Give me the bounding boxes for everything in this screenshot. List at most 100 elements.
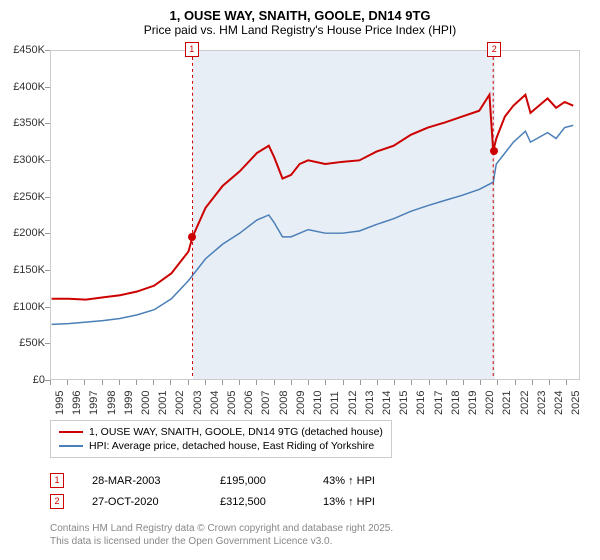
sale-diff: 13% ↑ HPI bbox=[323, 496, 413, 508]
legend-row-property: 1, OUSE WAY, SNAITH, GOOLE, DN14 9TG (de… bbox=[59, 425, 383, 439]
x-axis-label: 2005 bbox=[226, 391, 238, 415]
x-axis-label: 2024 bbox=[553, 391, 565, 415]
legend-label-hpi: HPI: Average price, detached house, East… bbox=[89, 440, 374, 452]
x-tick bbox=[291, 380, 292, 385]
x-tick bbox=[343, 380, 344, 385]
y-axis-label: £400K bbox=[0, 81, 45, 93]
x-tick bbox=[532, 380, 533, 385]
legend-swatch-property bbox=[59, 431, 83, 433]
y-axis-label: £250K bbox=[0, 191, 45, 203]
y-tick bbox=[45, 197, 50, 198]
x-axis-label: 2002 bbox=[174, 391, 186, 415]
y-axis-label: £200K bbox=[0, 227, 45, 239]
sale-diff: 43% ↑ HPI bbox=[323, 475, 413, 487]
legend-row-hpi: HPI: Average price, detached house, East… bbox=[59, 439, 383, 453]
x-tick bbox=[50, 380, 51, 385]
x-tick bbox=[463, 380, 464, 385]
sale-marker-ref: 2 bbox=[50, 494, 64, 509]
x-tick bbox=[102, 380, 103, 385]
x-tick bbox=[67, 380, 68, 385]
y-tick bbox=[45, 50, 50, 51]
y-tick bbox=[45, 270, 50, 271]
y-tick bbox=[45, 160, 50, 161]
x-tick bbox=[325, 380, 326, 385]
x-axis-label: 2000 bbox=[140, 391, 152, 415]
y-axis-label: £350K bbox=[0, 117, 45, 129]
y-axis-label: £450K bbox=[0, 44, 45, 56]
x-tick bbox=[515, 380, 516, 385]
sale-price: £195,000 bbox=[220, 475, 295, 487]
x-axis-label: 1997 bbox=[88, 391, 100, 415]
x-axis-label: 1995 bbox=[54, 391, 66, 415]
x-axis-label: 2023 bbox=[536, 391, 548, 415]
x-tick bbox=[205, 380, 206, 385]
x-tick bbox=[377, 380, 378, 385]
sale-marker: 2 bbox=[487, 42, 501, 57]
x-tick bbox=[136, 380, 137, 385]
sales-table: 1 28-MAR-2003 £195,000 43% ↑ HPI 2 27-OCT-202… bbox=[50, 470, 413, 512]
x-axis-label: 1996 bbox=[71, 391, 83, 415]
x-axis-label: 2016 bbox=[415, 391, 427, 415]
y-axis-label: £50K bbox=[0, 337, 45, 349]
title-subtitle: Price paid vs. HM Land Registry's House … bbox=[0, 23, 600, 37]
y-tick bbox=[45, 233, 50, 234]
x-tick bbox=[497, 380, 498, 385]
x-axis-label: 2018 bbox=[450, 391, 462, 415]
sale-marker: 1 bbox=[185, 42, 199, 57]
x-axis-label: 2019 bbox=[467, 391, 479, 415]
x-axis-label: 2004 bbox=[209, 391, 221, 415]
x-tick bbox=[119, 380, 120, 385]
x-tick bbox=[394, 380, 395, 385]
x-tick bbox=[239, 380, 240, 385]
x-tick bbox=[549, 380, 550, 385]
chart-lines bbox=[51, 51, 579, 379]
sale-point bbox=[490, 147, 498, 155]
y-tick bbox=[45, 307, 50, 308]
x-tick bbox=[170, 380, 171, 385]
y-axis-label: £100K bbox=[0, 301, 45, 313]
x-axis-label: 2012 bbox=[347, 391, 359, 415]
sale-date: 27-OCT-2020 bbox=[92, 496, 192, 508]
x-axis-label: 2006 bbox=[243, 391, 255, 415]
x-tick bbox=[188, 380, 189, 385]
y-tick bbox=[45, 343, 50, 344]
series-line-hpi bbox=[52, 125, 574, 324]
title-address: 1, OUSE WAY, SNAITH, GOOLE, DN14 9TG bbox=[0, 8, 600, 23]
y-axis-label: £300K bbox=[0, 154, 45, 166]
x-axis-label: 2025 bbox=[570, 391, 582, 415]
y-tick bbox=[45, 123, 50, 124]
x-tick bbox=[84, 380, 85, 385]
x-tick bbox=[446, 380, 447, 385]
x-axis-label: 2008 bbox=[278, 391, 290, 415]
x-axis-label: 2011 bbox=[329, 391, 341, 415]
sales-row: 1 28-MAR-2003 £195,000 43% ↑ HPI bbox=[50, 470, 413, 491]
sale-point bbox=[188, 233, 196, 241]
x-axis-label: 2020 bbox=[484, 391, 496, 415]
x-tick bbox=[480, 380, 481, 385]
series-line-property bbox=[52, 95, 574, 300]
x-axis-label: 2014 bbox=[381, 391, 393, 415]
x-tick bbox=[566, 380, 567, 385]
sale-price: £312,500 bbox=[220, 496, 295, 508]
plot-area bbox=[50, 50, 580, 380]
legend-swatch-hpi bbox=[59, 445, 83, 447]
x-tick bbox=[411, 380, 412, 385]
x-tick bbox=[222, 380, 223, 385]
y-axis-label: £150K bbox=[0, 264, 45, 276]
x-tick bbox=[153, 380, 154, 385]
x-axis-label: 2015 bbox=[398, 391, 410, 415]
x-axis-label: 2021 bbox=[501, 391, 513, 415]
legend-label-property: 1, OUSE WAY, SNAITH, GOOLE, DN14 9TG (de… bbox=[89, 426, 383, 438]
x-axis-label: 1999 bbox=[123, 391, 135, 415]
x-tick bbox=[429, 380, 430, 385]
x-axis-label: 2013 bbox=[364, 391, 376, 415]
legend: 1, OUSE WAY, SNAITH, GOOLE, DN14 9TG (de… bbox=[50, 420, 392, 458]
sale-date: 28-MAR-2003 bbox=[92, 475, 192, 487]
sale-marker-ref: 1 bbox=[50, 473, 64, 488]
x-tick bbox=[274, 380, 275, 385]
x-axis-label: 2003 bbox=[192, 391, 204, 415]
sales-row: 2 27-OCT-2020 £312,500 13% ↑ HPI bbox=[50, 491, 413, 512]
x-axis-label: 2001 bbox=[157, 391, 169, 415]
y-axis-label: £0 bbox=[0, 374, 45, 386]
x-tick bbox=[360, 380, 361, 385]
